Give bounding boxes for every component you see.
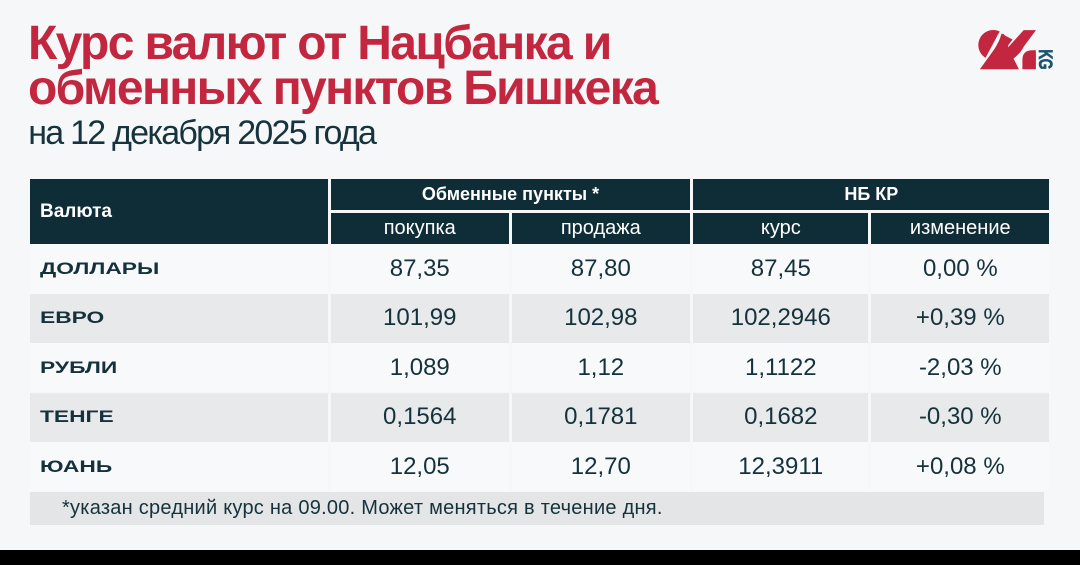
svg-text:KG: KG xyxy=(1034,49,1056,69)
